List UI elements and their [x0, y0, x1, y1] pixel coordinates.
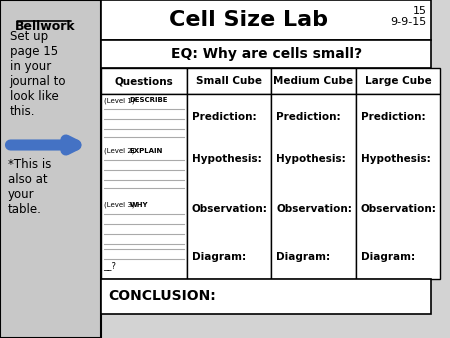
Text: 15: 15	[413, 6, 427, 16]
Bar	[101, 279, 432, 314]
Text: CONCLUSION:: CONCLUSION:	[108, 290, 216, 304]
Text: 9-9-15: 9-9-15	[391, 17, 427, 27]
Bar	[187, 94, 271, 279]
Text: __?: __?	[104, 261, 117, 270]
Bar	[0, 0, 101, 338]
Bar	[101, 40, 432, 68]
Text: (Level 2): (Level 2)	[104, 148, 136, 154]
Text: Diagram:: Diagram:	[192, 252, 246, 262]
Text: EQ: Why are cells small?: EQ: Why are cells small?	[171, 47, 362, 61]
Text: Large Cube: Large Cube	[364, 76, 431, 86]
Text: Hypothesis:: Hypothesis:	[192, 154, 261, 164]
Bar	[356, 94, 440, 279]
Bar	[101, 94, 187, 279]
Text: DESCRIBE: DESCRIBE	[130, 97, 168, 103]
Text: Hypothesis:: Hypothesis:	[360, 154, 430, 164]
Bar	[101, 0, 432, 40]
Text: (Level 3): (Level 3)	[104, 202, 136, 209]
Text: Small Cube: Small Cube	[196, 76, 262, 86]
Text: Prediction:: Prediction:	[192, 112, 256, 122]
Text: Observation:: Observation:	[276, 204, 352, 214]
Text: Cell Size Lab: Cell Size Lab	[169, 10, 328, 30]
Bar	[187, 68, 271, 94]
Bar	[356, 68, 440, 94]
Text: Medium Cube: Medium Cube	[274, 76, 354, 86]
Text: Bellwork: Bellwork	[14, 20, 75, 33]
Text: EXPLAIN: EXPLAIN	[130, 148, 163, 154]
Text: Observation:: Observation:	[192, 204, 268, 214]
Text: Diagram:: Diagram:	[360, 252, 414, 262]
Text: Diagram:: Diagram:	[276, 252, 330, 262]
Text: Prediction:: Prediction:	[360, 112, 425, 122]
Text: Questions: Questions	[114, 76, 173, 86]
Text: WHY: WHY	[130, 202, 148, 208]
Bar	[271, 94, 356, 279]
Text: Hypothesis:: Hypothesis:	[276, 154, 346, 164]
Text: Set up
page 15
in your
journal to
look like
this.: Set up page 15 in your journal to look l…	[9, 30, 66, 118]
Text: (Level 1): (Level 1)	[104, 97, 136, 103]
FancyArrowPatch shape	[10, 140, 76, 150]
Text: *This is
also at
your
table.: *This is also at your table.	[8, 158, 51, 216]
Text: Observation:: Observation:	[360, 204, 436, 214]
Bar	[271, 68, 356, 94]
Text: Prediction:: Prediction:	[276, 112, 341, 122]
Bar	[101, 68, 187, 94]
